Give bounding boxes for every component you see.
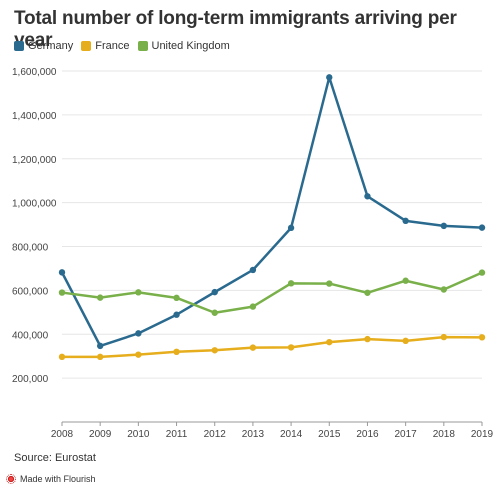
x-tick-label: 2019 [471, 429, 494, 440]
x-tick-label: 2016 [356, 429, 379, 440]
data-point-germany[interactable] [135, 330, 142, 337]
legend-label-germany: Germany [28, 40, 74, 52]
data-point-france[interactable] [173, 348, 180, 355]
x-tick-label: 2017 [395, 429, 418, 440]
x-tick-label: 2015 [318, 429, 341, 440]
source-note: Source: Eurostat [14, 452, 96, 464]
data-point-united-kingdom[interactable] [478, 269, 486, 276]
y-tick-label: 1,200,000 [12, 155, 57, 166]
series-line-united-kingdom[interactable] [61, 271, 483, 315]
data-point-france[interactable] [364, 335, 371, 343]
x-tick-label: 2018 [433, 429, 456, 440]
x-tick-label: 2009 [89, 429, 112, 440]
data-point-united-kingdom[interactable] [211, 309, 218, 316]
x-tick-label: 2011 [166, 429, 188, 440]
legend-swatch-united-kingdom [137, 41, 148, 51]
flourish-logo-icon [6, 474, 16, 484]
data-point-france[interactable] [287, 344, 295, 351]
y-tick-label: 1,600,000 [12, 67, 57, 78]
data-point-france[interactable] [402, 337, 409, 345]
data-point-france[interactable] [135, 351, 142, 358]
data-point-germany[interactable] [211, 288, 218, 296]
data-point-germany[interactable] [364, 193, 371, 200]
y-tick-label: 200,000 [12, 374, 49, 385]
data-point-united-kingdom[interactable] [287, 280, 295, 287]
data-point-france[interactable] [249, 344, 257, 351]
data-point-germany[interactable] [326, 74, 333, 81]
y-tick-label: 600,000 [12, 286, 49, 297]
x-tick-label: 2008 [51, 429, 74, 440]
series-line-germany[interactable] [60, 76, 483, 348]
data-point-france[interactable] [211, 347, 218, 354]
y-tick-label: 1,000,000 [12, 199, 57, 210]
chart-title: Total number of long-term immigrants arr… [14, 8, 457, 51]
x-tick-label: 2014 [280, 429, 303, 440]
data-point-france[interactable] [440, 333, 448, 341]
data-point-germany[interactable] [173, 311, 180, 318]
legend-swatch-germany [14, 41, 24, 51]
legend-label-france: France [95, 40, 130, 52]
data-point-united-kingdom[interactable] [440, 286, 448, 293]
data-point-germany[interactable] [478, 224, 486, 231]
y-tick-label: 400,000 [12, 330, 49, 341]
legend-item-united-kingdom[interactable]: United Kingdom [137, 40, 230, 52]
series-line-france[interactable] [62, 335, 483, 359]
data-point-united-kingdom[interactable] [96, 294, 104, 301]
x-tick-label: 2013 [242, 429, 265, 440]
flourish-credit[interactable]: Made with Flourish [6, 474, 96, 484]
legend-item-france[interactable]: France [81, 40, 130, 52]
data-point-united-kingdom[interactable] [326, 280, 333, 287]
legend-swatch-france [81, 41, 92, 51]
x-axis: 2008 2009 2010 2011 2012 2013 2014 2015 2016 2017… [51, 421, 494, 440]
data-point-france[interactable] [58, 353, 66, 361]
data-point-germany[interactable] [96, 342, 104, 350]
data-point-united-kingdom[interactable] [402, 277, 409, 284]
data-point-germany[interactable] [249, 266, 257, 274]
data-point-united-kingdom[interactable] [135, 289, 142, 296]
data-point-germany[interactable] [287, 224, 295, 232]
y-axis: 200,000 400,000 600,000 800,000 1,000,000 1,2… [12, 67, 57, 385]
legend: Germany France United Kingdom [14, 40, 230, 52]
data-point-united-kingdom[interactable] [364, 289, 371, 296]
data-point-united-kingdom[interactable] [249, 303, 257, 310]
data-point-france[interactable] [96, 353, 104, 361]
data-point-france[interactable] [478, 334, 486, 341]
data-point-united-kingdom[interactable] [173, 294, 180, 302]
gridlines [62, 70, 482, 379]
data-point-france[interactable] [326, 338, 333, 346]
x-tick-label: 2012 [204, 429, 227, 440]
data-point-united-kingdom[interactable] [58, 289, 66, 296]
series-lines [58, 74, 486, 361]
data-point-germany[interactable] [440, 222, 448, 230]
data-point-germany[interactable] [58, 269, 66, 276]
y-tick-label: 800,000 [12, 243, 49, 254]
x-tick-label: 2010 [127, 429, 150, 440]
y-tick-label: 1,400,000 [12, 111, 57, 122]
legend-label-united-kingdom: United Kingdom [151, 40, 230, 52]
legend-item-germany[interactable]: Germany [14, 40, 73, 52]
flourish-credit-label: Made with Flourish [20, 474, 96, 484]
data-point-germany[interactable] [402, 217, 409, 225]
